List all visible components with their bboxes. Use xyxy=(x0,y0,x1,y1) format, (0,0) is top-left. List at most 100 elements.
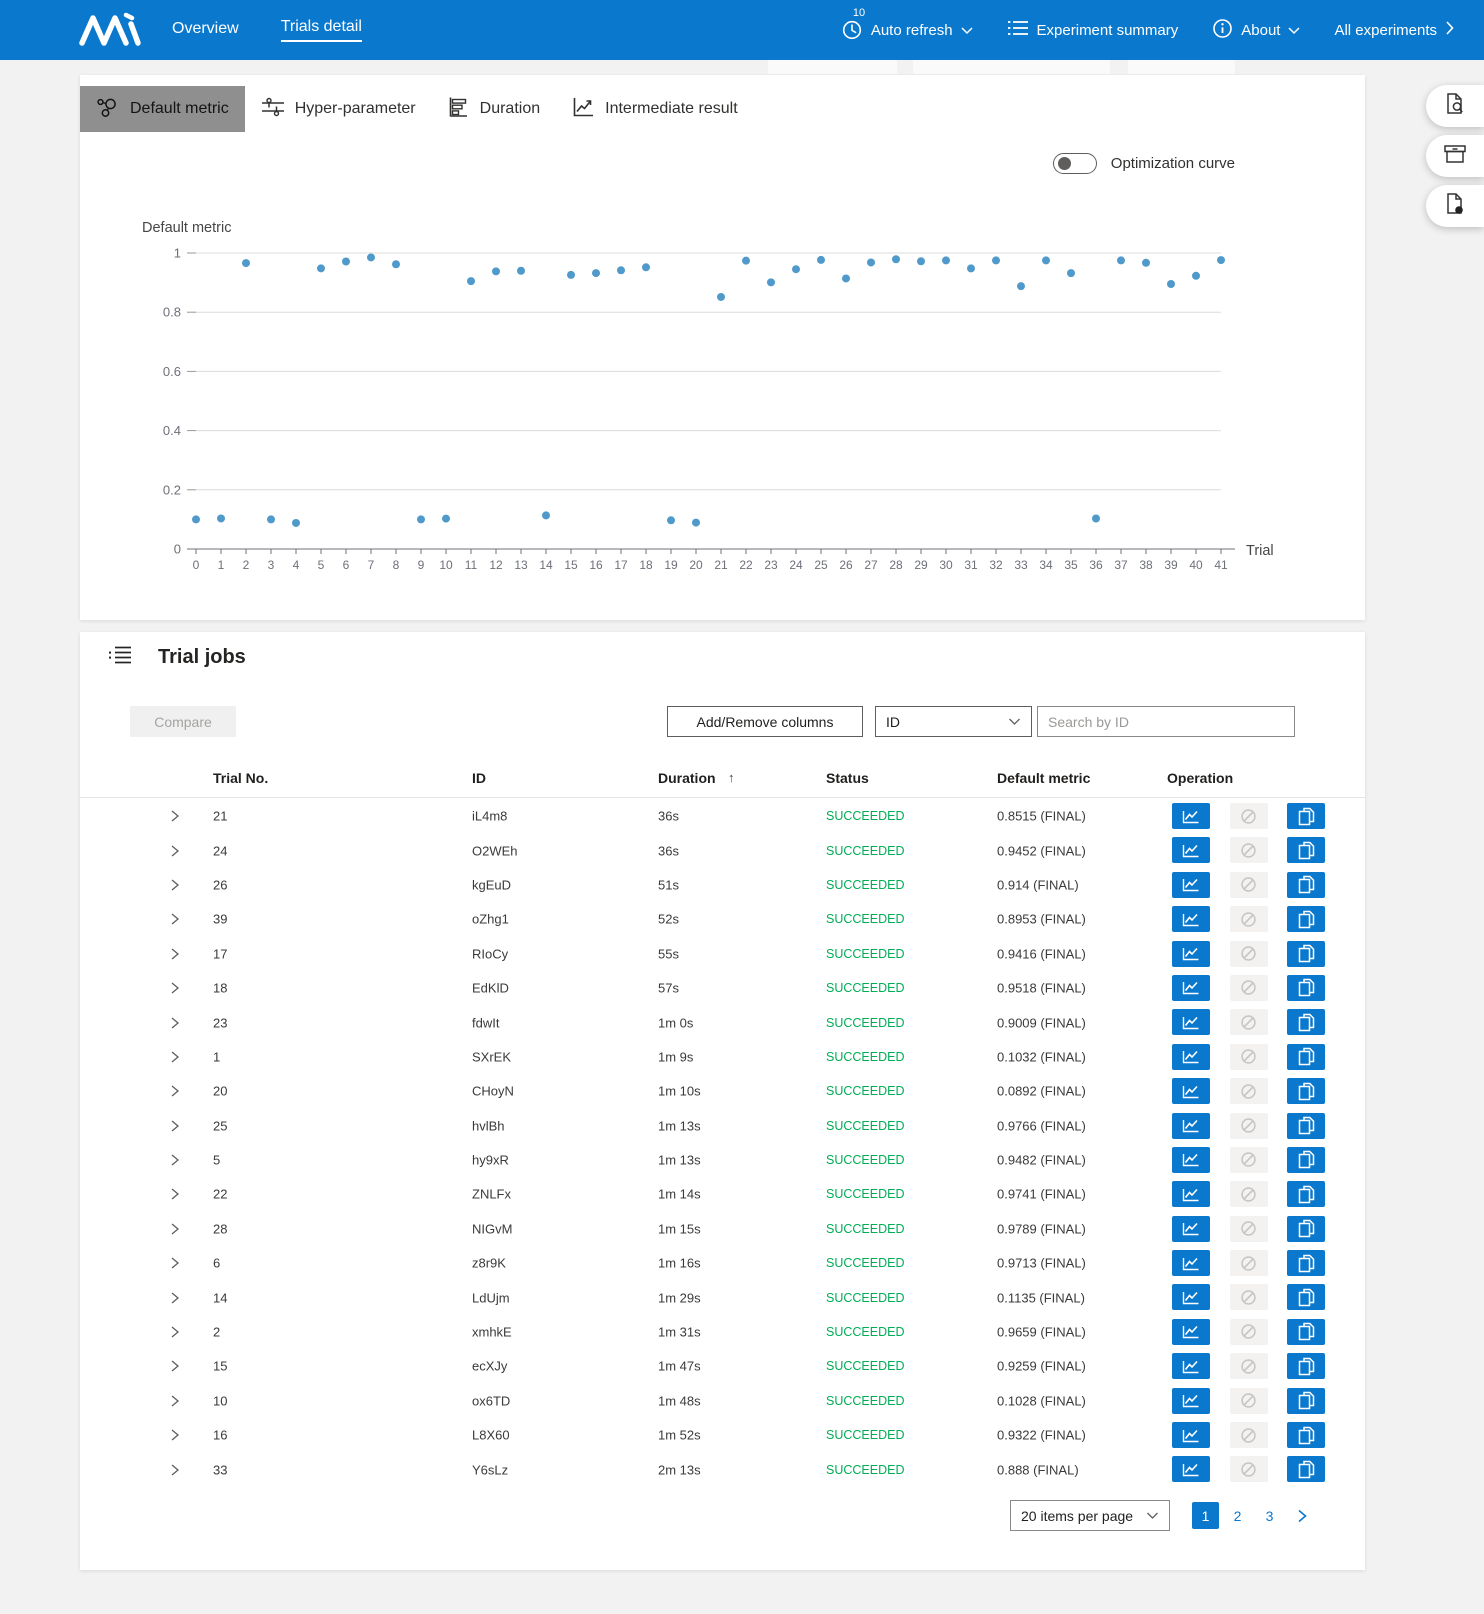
expand-chevron-icon[interactable] xyxy=(170,1257,180,1270)
page-button-1[interactable]: 1 xyxy=(1192,1502,1219,1529)
expand-chevron-icon[interactable] xyxy=(170,1154,180,1167)
kill-trial-button[interactable] xyxy=(1229,940,1268,967)
intermediate-result-button[interactable] xyxy=(1172,1318,1210,1345)
scatter-point[interactable] xyxy=(742,256,750,265)
kill-trial-button[interactable] xyxy=(1229,1146,1268,1173)
view-config-button[interactable] xyxy=(1426,85,1484,127)
kill-trial-button[interactable] xyxy=(1229,1009,1268,1036)
scatter-point[interactable] xyxy=(792,265,800,274)
next-page-chevron-icon[interactable] xyxy=(1288,1502,1315,1529)
intermediate-result-button[interactable] xyxy=(1172,974,1210,1001)
intermediate-result-button[interactable] xyxy=(1172,837,1210,864)
intermediate-result-button[interactable] xyxy=(1172,1250,1210,1277)
compare-button[interactable]: Compare xyxy=(130,706,236,737)
scatter-point[interactable] xyxy=(1192,271,1200,280)
intermediate-result-button[interactable] xyxy=(1172,1422,1210,1449)
copy-parameter-button[interactable] xyxy=(1287,1112,1325,1139)
scatter-point[interactable] xyxy=(1067,269,1075,278)
intermediate-result-button[interactable] xyxy=(1172,1353,1210,1380)
expand-chevron-icon[interactable] xyxy=(170,1085,180,1098)
page-button-2[interactable]: 2 xyxy=(1233,1507,1242,1524)
search-space-button[interactable] xyxy=(1426,135,1484,177)
kill-trial-button[interactable] xyxy=(1229,1215,1268,1242)
expand-chevron-icon[interactable] xyxy=(170,1016,180,1029)
kill-trial-button[interactable] xyxy=(1229,1284,1268,1311)
expand-chevron-icon[interactable] xyxy=(170,947,180,960)
intermediate-result-button[interactable] xyxy=(1172,906,1210,933)
copy-parameter-button[interactable] xyxy=(1287,1422,1325,1449)
kill-trial-button[interactable] xyxy=(1229,974,1268,1001)
sort-ascending-icon[interactable]: ↑ xyxy=(728,770,735,785)
tab-intermediate-result[interactable]: Intermediate result xyxy=(556,86,754,132)
copy-parameter-button[interactable] xyxy=(1287,1146,1325,1173)
items-per-page-dropdown[interactable]: 20 items per page xyxy=(1010,1500,1170,1531)
tab-duration[interactable]: Duration xyxy=(432,86,556,132)
scatter-point[interactable] xyxy=(917,257,925,266)
optimization-curve-toggle[interactable] xyxy=(1052,153,1097,174)
intermediate-result-button[interactable] xyxy=(1172,1284,1210,1311)
scatter-point[interactable] xyxy=(567,270,575,279)
copy-parameter-button[interactable] xyxy=(1287,803,1325,829)
copy-parameter-button[interactable] xyxy=(1287,1456,1325,1483)
intermediate-result-button[interactable] xyxy=(1172,1456,1210,1483)
page-button-3[interactable]: 3 xyxy=(1265,1507,1274,1524)
kill-trial-button[interactable] xyxy=(1229,1078,1268,1105)
expand-chevron-icon[interactable] xyxy=(170,1326,180,1339)
col-duration[interactable]: Duration xyxy=(658,770,716,786)
scatter-point[interactable] xyxy=(967,264,975,273)
expand-chevron-icon[interactable] xyxy=(170,913,180,926)
expand-chevron-icon[interactable] xyxy=(170,878,180,891)
copy-parameter-button[interactable] xyxy=(1287,1284,1325,1311)
scatter-point[interactable] xyxy=(1117,256,1125,265)
expand-chevron-icon[interactable] xyxy=(170,1360,180,1373)
intermediate-result-button[interactable] xyxy=(1172,940,1210,967)
intermediate-result-button[interactable] xyxy=(1172,1112,1210,1139)
copy-parameter-button[interactable] xyxy=(1287,1215,1325,1242)
kill-trial-button[interactable] xyxy=(1229,906,1268,933)
copy-parameter-button[interactable] xyxy=(1287,1043,1325,1070)
col-status[interactable]: Status xyxy=(826,770,869,786)
scatter-point[interactable] xyxy=(667,516,675,525)
scatter-point[interactable] xyxy=(292,518,300,527)
copy-parameter-button[interactable] xyxy=(1287,871,1325,898)
scatter-point[interactable] xyxy=(1042,256,1050,265)
log-files-button[interactable] xyxy=(1426,185,1484,227)
scatter-point[interactable] xyxy=(367,253,375,262)
col-default-metric[interactable]: Default metric xyxy=(997,770,1091,786)
intermediate-result-button[interactable] xyxy=(1172,1181,1210,1208)
intermediate-result-button[interactable] xyxy=(1172,871,1210,898)
intermediate-result-button[interactable] xyxy=(1172,803,1210,829)
kill-trial-button[interactable] xyxy=(1229,1250,1268,1277)
scatter-point[interactable] xyxy=(392,260,400,269)
intermediate-result-button[interactable] xyxy=(1172,1146,1210,1173)
scatter-point[interactable] xyxy=(867,258,875,267)
scatter-point[interactable] xyxy=(492,267,500,276)
scatter-point[interactable] xyxy=(517,266,525,275)
copy-parameter-button[interactable] xyxy=(1287,1250,1325,1277)
copy-parameter-button[interactable] xyxy=(1287,1387,1325,1414)
col-id[interactable]: ID xyxy=(472,770,486,786)
scatter-point[interactable] xyxy=(892,255,900,264)
scatter-point[interactable] xyxy=(267,515,275,524)
expand-chevron-icon[interactable] xyxy=(170,1050,180,1063)
kill-trial-button[interactable] xyxy=(1229,871,1268,898)
scatter-point[interactable] xyxy=(592,269,600,278)
col-trial-no[interactable]: Trial No. xyxy=(213,770,269,786)
expand-chevron-icon[interactable] xyxy=(170,1463,180,1476)
expand-chevron-icon[interactable] xyxy=(170,1188,180,1201)
kill-trial-button[interactable] xyxy=(1229,1387,1268,1414)
tab-default-metric[interactable]: Default metric xyxy=(80,86,245,132)
scatter-point[interactable] xyxy=(817,255,825,264)
kill-trial-button[interactable] xyxy=(1229,803,1268,829)
copy-parameter-button[interactable] xyxy=(1287,1318,1325,1345)
expand-chevron-icon[interactable] xyxy=(170,1291,180,1304)
all-experiments-link[interactable]: All experiments xyxy=(1334,21,1454,39)
scatter-point[interactable] xyxy=(217,514,225,523)
scatter-point[interactable] xyxy=(717,292,725,301)
copy-parameter-button[interactable] xyxy=(1287,1078,1325,1105)
copy-parameter-button[interactable] xyxy=(1287,1181,1325,1208)
about-dropdown[interactable]: About xyxy=(1212,18,1300,43)
intermediate-result-button[interactable] xyxy=(1172,1387,1210,1414)
scatter-point[interactable] xyxy=(1017,282,1025,291)
experiment-summary-button[interactable]: Experiment summary xyxy=(1007,19,1178,41)
